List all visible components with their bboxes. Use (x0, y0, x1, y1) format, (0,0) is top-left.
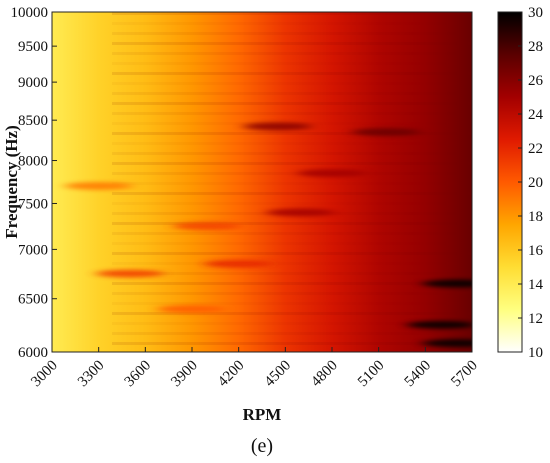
heatmap-streak (204, 259, 273, 268)
heatmap-band (112, 222, 472, 225)
heatmap-band (112, 272, 472, 275)
x-tick-label: 3300 (75, 358, 108, 391)
heatmap-band (112, 202, 472, 205)
heatmap-base-field (52, 12, 472, 352)
y-tick-label: 7500 (18, 196, 48, 212)
x-axis-ticks: 3000 3300 3600 3900 4200 4500 4800 5100 5400 5700 (28, 347, 481, 390)
heatmap-streaks (64, 122, 472, 348)
colorbar-tick-label: 26 (528, 73, 544, 89)
heatmap-band (112, 82, 472, 85)
x-axis-label: RPM (243, 405, 282, 424)
colorbar-tick-label: 28 (528, 39, 543, 55)
x-tick-label: 3000 (28, 358, 61, 391)
heatmap-band (112, 332, 472, 335)
heatmap-band (112, 282, 472, 285)
heatmap-band (112, 132, 472, 135)
heatmap-streak (95, 269, 164, 278)
x-tick-label: 4500 (262, 358, 295, 391)
heatmap-streak (158, 305, 226, 314)
heatmap-band (112, 142, 472, 145)
heatmap-band (112, 192, 472, 195)
colorbar-ticks: 10 12 14 16 18 20 22 24 26 28 30 (518, 5, 544, 361)
heatmap-band (112, 22, 472, 25)
heatmap-band (112, 292, 472, 295)
colorbar-tick-label: 12 (528, 311, 543, 327)
heatmap-band (112, 72, 472, 75)
heatmap-band (112, 342, 472, 345)
heatmap-band (112, 252, 472, 255)
colorbar-tick-label: 14 (528, 277, 544, 293)
heatmap-bands (112, 12, 472, 345)
colorbar-tick-label: 20 (528, 175, 543, 191)
x-tick-label: 4200 (215, 358, 248, 391)
heatmap-band (112, 302, 472, 305)
heatmap-band (112, 12, 472, 15)
y-tick-label: 8500 (18, 113, 48, 129)
y-axis-ticks: 6000 6500 7000 7500 8000 8500 9000 9500 10000 (11, 5, 57, 361)
y-tick-label: 6500 (18, 292, 48, 308)
heatmap-streak (422, 339, 472, 348)
heatmap-streak (298, 169, 366, 178)
heatmap-band (112, 112, 472, 115)
heatmap-band (112, 102, 472, 105)
heatmap-band (112, 162, 472, 165)
heatmap-band (112, 32, 472, 35)
heatmap-streak (406, 320, 472, 329)
heatmap-band (112, 182, 472, 185)
heatmap-band (112, 92, 472, 95)
heatmap-streak (266, 208, 335, 217)
y-tick-label: 10000 (11, 5, 49, 21)
x-tick-label: 5400 (402, 358, 435, 391)
panel-label: (e) (251, 435, 273, 457)
heatmap-streak (352, 128, 421, 137)
colorbar-tick-label: 30 (528, 5, 543, 21)
y-tick-label: 9000 (18, 75, 48, 91)
colorbar: 10 12 14 16 18 20 22 24 26 28 30 (497, 5, 544, 361)
heatmap-streak (173, 222, 242, 231)
heatmap-band (112, 232, 472, 235)
heatmap-band (112, 242, 472, 245)
colorbar-tick-label: 16 (528, 243, 544, 259)
x-tick-label: 3900 (168, 358, 201, 391)
heatmap-plot-area (52, 12, 472, 352)
heatmap-band (112, 52, 472, 55)
heatmap-band (112, 172, 472, 175)
y-axis-label: Frequency (Hz) (2, 125, 21, 238)
heatmap-band (112, 62, 472, 65)
heatmap-streak (422, 279, 472, 288)
heatmap-band (112, 152, 472, 155)
y-tick-label: 9500 (18, 39, 48, 55)
x-tick-label: 4800 (308, 358, 341, 391)
y-tick-label: 6000 (18, 345, 48, 361)
heatmap-band (112, 262, 472, 265)
x-tick-label: 3600 (122, 358, 155, 391)
heatmap-band (112, 42, 472, 45)
y-tick-label: 7000 (18, 242, 48, 258)
colorbar-tick-label: 10 (528, 345, 543, 361)
plot-frame (51, 11, 473, 353)
heatmap-band (112, 312, 472, 315)
y-tick-label: 8000 (18, 154, 48, 170)
x-tick-label: 5700 (448, 358, 481, 391)
heatmap-streak (64, 181, 133, 190)
colorbar-tick-label: 22 (528, 141, 543, 157)
heatmap-streak (243, 122, 312, 131)
colorbar-tick-label: 24 (528, 107, 544, 123)
x-tick-label: 5100 (355, 358, 388, 391)
colorbar-tick-label: 18 (528, 209, 543, 225)
